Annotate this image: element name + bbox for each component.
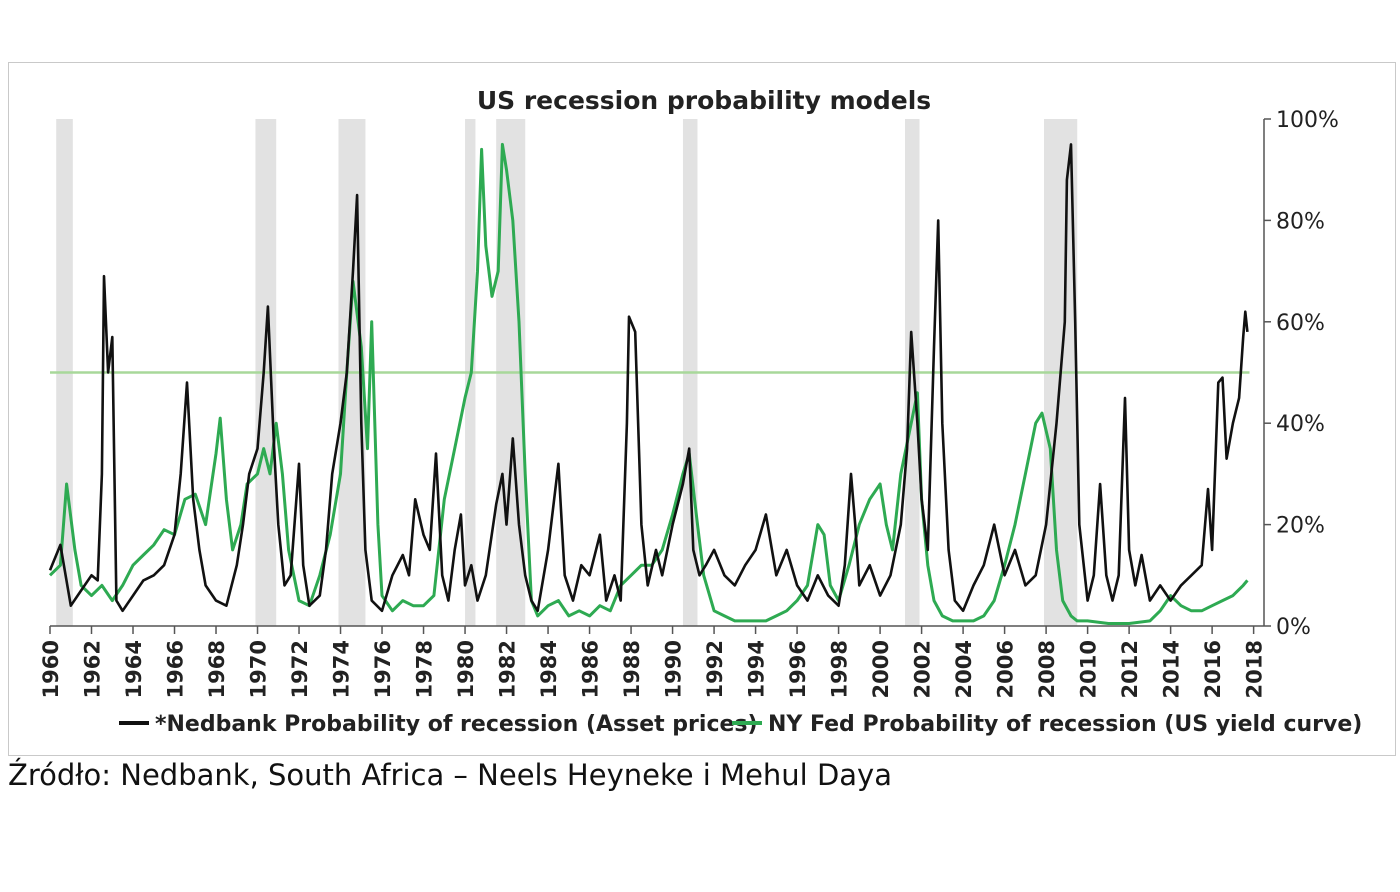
y-tick-label: 20% xyxy=(1276,514,1325,539)
x-tick-label: 1998 xyxy=(828,640,852,698)
x-tick-label: 1992 xyxy=(703,640,727,698)
x-tick-label: 1962 xyxy=(81,640,105,698)
x-tick-label: 2004 xyxy=(952,640,976,698)
legend: *Nedbank Probability of recession (Asset… xyxy=(119,712,1362,737)
axes: 0% 20% 40% 60% 80% 100% 1960 1962 1964 1966 1968 19… xyxy=(39,108,1339,698)
series-line-nedbank xyxy=(48,143,1249,613)
x-tick-label: 2008 xyxy=(1035,640,1059,698)
x-tick-label: 1966 xyxy=(164,640,188,698)
x-tick-label: 1964 xyxy=(122,640,146,698)
x-tick-label: 1960 xyxy=(39,640,63,698)
x-tick-label: 2012 xyxy=(1118,640,1142,698)
x-tick-label: 1974 xyxy=(330,640,354,698)
x-tick-label: 1972 xyxy=(288,640,312,698)
legend-label-nyfed: NY Fed Probability of recession (US yiel… xyxy=(768,712,1362,737)
chart-title: US recession probability models xyxy=(477,86,931,115)
x-tick-label: 1988 xyxy=(620,640,644,698)
x-tick-label: 2000 xyxy=(869,640,893,698)
x-tick-label: 2006 xyxy=(994,640,1018,698)
x-tick-label: 1980 xyxy=(454,640,478,698)
series-layer xyxy=(48,142,1249,625)
y-tick-label: 80% xyxy=(1276,209,1325,234)
source-caption: Źródło: Nedbank, South Africa – Neels He… xyxy=(8,758,892,792)
x-tick-label: 1996 xyxy=(786,640,810,698)
y-tick-label: 0% xyxy=(1276,615,1311,640)
x-tick-label: 1970 xyxy=(247,640,271,698)
chart: US recession probability models 0% 20% 40%… xyxy=(39,86,1362,737)
x-tick-label: 1978 xyxy=(413,640,437,698)
x-tick-label: 1968 xyxy=(205,640,229,698)
x-tick-label: 2016 xyxy=(1201,640,1225,698)
y-tick-label: 100% xyxy=(1276,108,1339,133)
y-tick-label: 60% xyxy=(1276,311,1325,336)
x-tick-label: 2010 xyxy=(1077,640,1101,698)
x-tick-label: 1976 xyxy=(371,640,395,698)
x-tick-label: 1982 xyxy=(496,640,520,698)
series-line-nyfed xyxy=(48,142,1249,625)
legend-label-nedbank: *Nedbank Probability of recession (Asset… xyxy=(155,712,758,737)
x-tick-label: 1994 xyxy=(745,640,769,698)
y-tick-label: 40% xyxy=(1276,412,1325,437)
x-tick-label: 2014 xyxy=(1160,640,1184,698)
x-tick-label: 2002 xyxy=(911,640,935,698)
x-tick-label: 2018 xyxy=(1243,640,1267,698)
x-tick-label: 1986 xyxy=(579,640,603,698)
x-tick-label: 1984 xyxy=(537,640,561,698)
chart-frame: US recession probability models 0% 20% 40%… xyxy=(8,62,1396,756)
x-tick-label: 1990 xyxy=(662,640,686,698)
